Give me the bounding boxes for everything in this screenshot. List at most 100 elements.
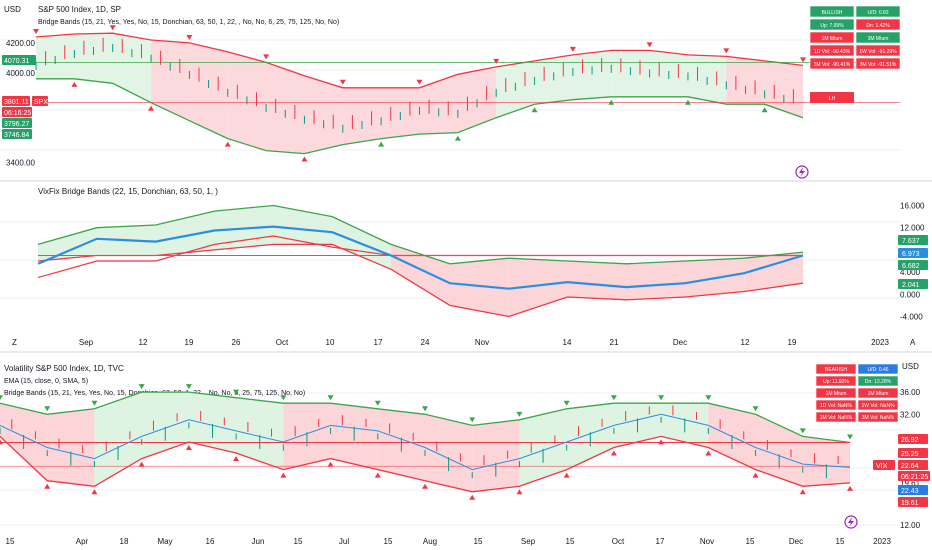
band-marker (91, 400, 98, 406)
sell-marker (569, 46, 576, 52)
auto-scale-icon[interactable]: A (910, 338, 916, 347)
x-tick-label: 16 (206, 537, 215, 546)
x-tick-label: Aug (423, 537, 437, 546)
y-tick-label: 0.000 (900, 290, 921, 299)
middle-pane[interactable]: VixFix Bridge Bands (22, 15, Donchian, 6… (37, 187, 928, 347)
table-cell (815, 411, 857, 423)
middle-plot (37, 204, 804, 318)
x-tick-label: 2023 (871, 338, 889, 347)
table-cell (809, 57, 855, 70)
table-cell-text: U/D: 0.46 (867, 367, 888, 373)
band-marker (563, 472, 570, 478)
vixfix-band-fill (744, 252, 803, 292)
table-cell-text: 3M Vol: -91.51% (860, 62, 897, 68)
band-fill-segment (266, 62, 305, 154)
table-cell-text: 1M Mtum (826, 391, 847, 397)
price-tag-bg (898, 460, 928, 470)
buy-marker (378, 141, 385, 147)
middle-price-tags: 7.637 6.973 6.682 2.041 (898, 235, 928, 289)
buy-marker (71, 81, 78, 87)
sell-marker (723, 48, 730, 54)
band-marker (469, 494, 476, 500)
band-fill-segment (342, 87, 382, 145)
table-cell-text: 1W Vol: -91.29% (859, 49, 897, 55)
price-tag-bg (898, 485, 928, 495)
buy-marker (684, 99, 691, 105)
price-tag-bg (898, 471, 930, 481)
y-tick-label: -4.000 (900, 312, 923, 321)
sell-marker (339, 79, 346, 85)
price-tag-label: 3801.11 (4, 99, 29, 106)
z-icon[interactable]: Z (12, 338, 17, 347)
price-tag-bg (898, 497, 928, 507)
table-cell (809, 31, 855, 44)
table-cell (857, 375, 899, 387)
table-cell-text: 1W Vol: NaN% (861, 403, 895, 409)
vixfix-band-fill (508, 258, 568, 317)
x-tick-label: 15 (746, 537, 755, 546)
price-tag-bg (2, 55, 36, 65)
band-marker (705, 395, 712, 401)
price-tag-bg (898, 448, 928, 458)
table-cell (855, 57, 901, 70)
band-marker (658, 395, 665, 401)
vix-ema-line (0, 413, 851, 471)
price-tag-bg (898, 235, 928, 245)
sell-marker (109, 25, 116, 31)
vix-band-fill (141, 392, 189, 459)
price-tag-bg (2, 129, 32, 139)
band-marker (658, 439, 665, 445)
buy-marker (454, 135, 461, 141)
x-tick-label: Sep (521, 537, 536, 546)
vixfix-value-line (37, 225, 804, 290)
x-tick-label: Jul (339, 537, 349, 546)
band-marker (847, 434, 853, 440)
band-marker (44, 483, 51, 489)
table-cell-text: BEARISH (825, 367, 847, 373)
lightning-icon[interactable] (795, 165, 809, 179)
y-tick-label: 16.000 (900, 202, 925, 211)
x-tick-label: 15 (474, 537, 483, 546)
price-tag-label: 2.041 (902, 282, 920, 289)
price-tag-label: 06:21:25 (901, 474, 928, 481)
table-cell (815, 363, 857, 375)
x-tick-label: Jun (252, 537, 265, 546)
band-marker (516, 489, 523, 495)
band-marker (0, 439, 3, 445)
vix-band-fill (47, 408, 95, 487)
band-marker (752, 472, 759, 478)
band-marker (185, 444, 192, 450)
x-tick-label: 15 (566, 537, 575, 546)
band-marker (233, 389, 240, 395)
table-cell (855, 5, 901, 18)
lower-band-line (36, 78, 804, 155)
vix-band-fill (472, 419, 520, 492)
sell-marker (800, 57, 806, 63)
top-pane[interactable]: USD S&P 500 Index, 1D, SP Bridge Bands (… (2, 5, 901, 168)
vix-band-fill (188, 392, 237, 454)
price-tag-bg (898, 434, 928, 444)
band-fill-segment (572, 50, 612, 100)
lightning-icon[interactable] (844, 515, 858, 529)
y-tick-label: 12.000 (900, 224, 925, 233)
price-tag-label: 7.637 (902, 238, 920, 245)
band-marker (610, 450, 617, 456)
y-tick-label: 19.61 (900, 479, 921, 488)
x-tick-label: 19 (788, 338, 797, 347)
bottom-pane[interactable]: Volatility S&P 500 Index, 1D, TVC EMA (1… (0, 362, 930, 546)
band-marker (327, 461, 334, 467)
band-marker (185, 384, 192, 390)
band-marker (233, 456, 240, 462)
buy-marker (301, 156, 308, 162)
table-extra-text: LH (829, 96, 836, 102)
price-tag-label: 22.64 (901, 463, 919, 470)
x-tick-label: 15 (6, 537, 15, 546)
table-cell (855, 18, 901, 31)
table-cell-text: Up: 7.09% (820, 23, 844, 29)
price-tag-bg (873, 460, 895, 470)
y-tick-label: 36.00 (900, 388, 921, 397)
band-marker (138, 461, 145, 467)
